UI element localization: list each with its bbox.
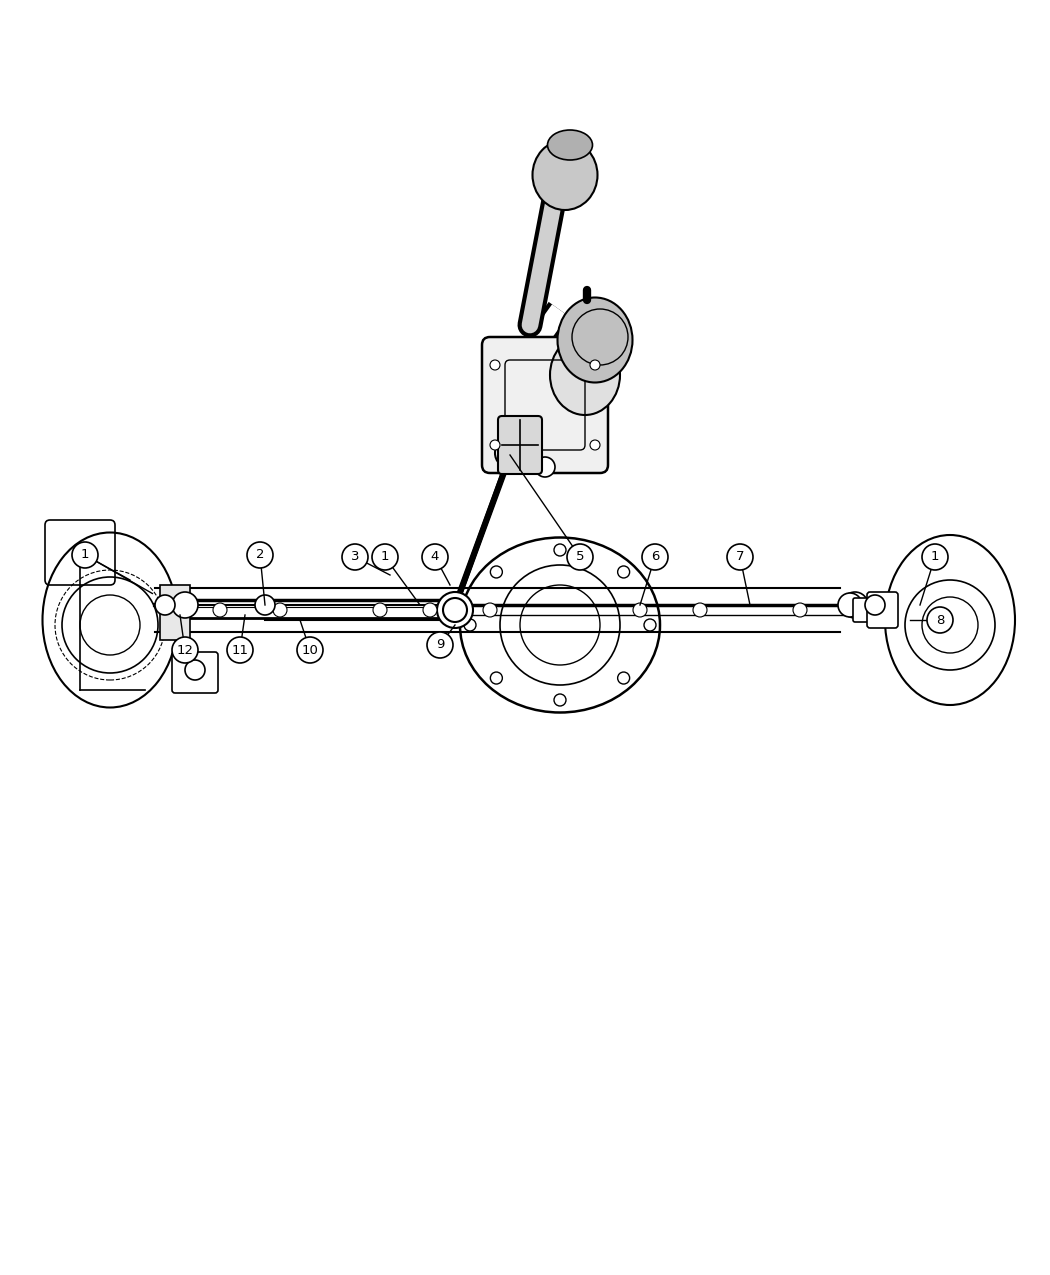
Text: 1: 1 <box>930 551 940 564</box>
Text: 12: 12 <box>176 644 193 657</box>
Text: 10: 10 <box>301 644 318 657</box>
Text: 11: 11 <box>231 644 249 657</box>
Circle shape <box>644 618 656 631</box>
Circle shape <box>213 603 227 617</box>
Circle shape <box>633 603 647 617</box>
Circle shape <box>422 544 448 570</box>
Circle shape <box>536 456 555 477</box>
Circle shape <box>495 439 525 468</box>
Circle shape <box>590 440 600 450</box>
FancyBboxPatch shape <box>498 416 542 474</box>
Circle shape <box>373 603 387 617</box>
Circle shape <box>617 566 630 578</box>
Circle shape <box>693 603 707 617</box>
Circle shape <box>554 544 566 556</box>
Circle shape <box>72 542 98 567</box>
Circle shape <box>490 440 500 450</box>
Text: 5: 5 <box>575 551 584 564</box>
Circle shape <box>437 592 472 629</box>
Circle shape <box>247 542 273 567</box>
Circle shape <box>567 544 593 570</box>
Circle shape <box>865 595 885 615</box>
Circle shape <box>255 595 275 615</box>
Circle shape <box>490 566 502 578</box>
Circle shape <box>273 603 287 617</box>
Circle shape <box>443 598 467 622</box>
Circle shape <box>617 672 630 683</box>
Circle shape <box>483 603 497 617</box>
FancyBboxPatch shape <box>160 585 190 640</box>
Ellipse shape <box>558 297 632 382</box>
Circle shape <box>793 603 807 617</box>
Circle shape <box>342 544 368 570</box>
Circle shape <box>227 638 253 663</box>
Text: 1: 1 <box>381 551 390 564</box>
Text: 4: 4 <box>430 551 439 564</box>
Circle shape <box>423 603 437 617</box>
Circle shape <box>155 595 175 615</box>
Text: 6: 6 <box>651 551 659 564</box>
Circle shape <box>427 632 453 658</box>
Circle shape <box>372 544 398 570</box>
Circle shape <box>447 602 463 618</box>
Circle shape <box>490 360 500 370</box>
Circle shape <box>922 544 948 570</box>
Ellipse shape <box>532 140 597 210</box>
FancyBboxPatch shape <box>482 337 608 473</box>
Circle shape <box>464 618 476 631</box>
Circle shape <box>927 607 953 632</box>
Circle shape <box>185 660 205 680</box>
Circle shape <box>842 592 868 618</box>
Circle shape <box>727 544 753 570</box>
Text: 3: 3 <box>351 551 359 564</box>
Circle shape <box>590 360 600 370</box>
Circle shape <box>297 638 323 663</box>
Text: 7: 7 <box>736 551 744 564</box>
Text: 1: 1 <box>81 548 89 561</box>
FancyBboxPatch shape <box>867 592 898 629</box>
Text: 9: 9 <box>436 639 444 652</box>
Circle shape <box>172 638 198 663</box>
Text: 8: 8 <box>936 613 944 626</box>
FancyBboxPatch shape <box>853 598 877 622</box>
Ellipse shape <box>550 335 620 414</box>
Circle shape <box>838 593 862 617</box>
Circle shape <box>172 592 198 618</box>
Circle shape <box>642 544 668 570</box>
Text: 2: 2 <box>256 548 265 561</box>
Circle shape <box>490 672 502 683</box>
Circle shape <box>554 694 566 706</box>
Ellipse shape <box>547 130 592 159</box>
